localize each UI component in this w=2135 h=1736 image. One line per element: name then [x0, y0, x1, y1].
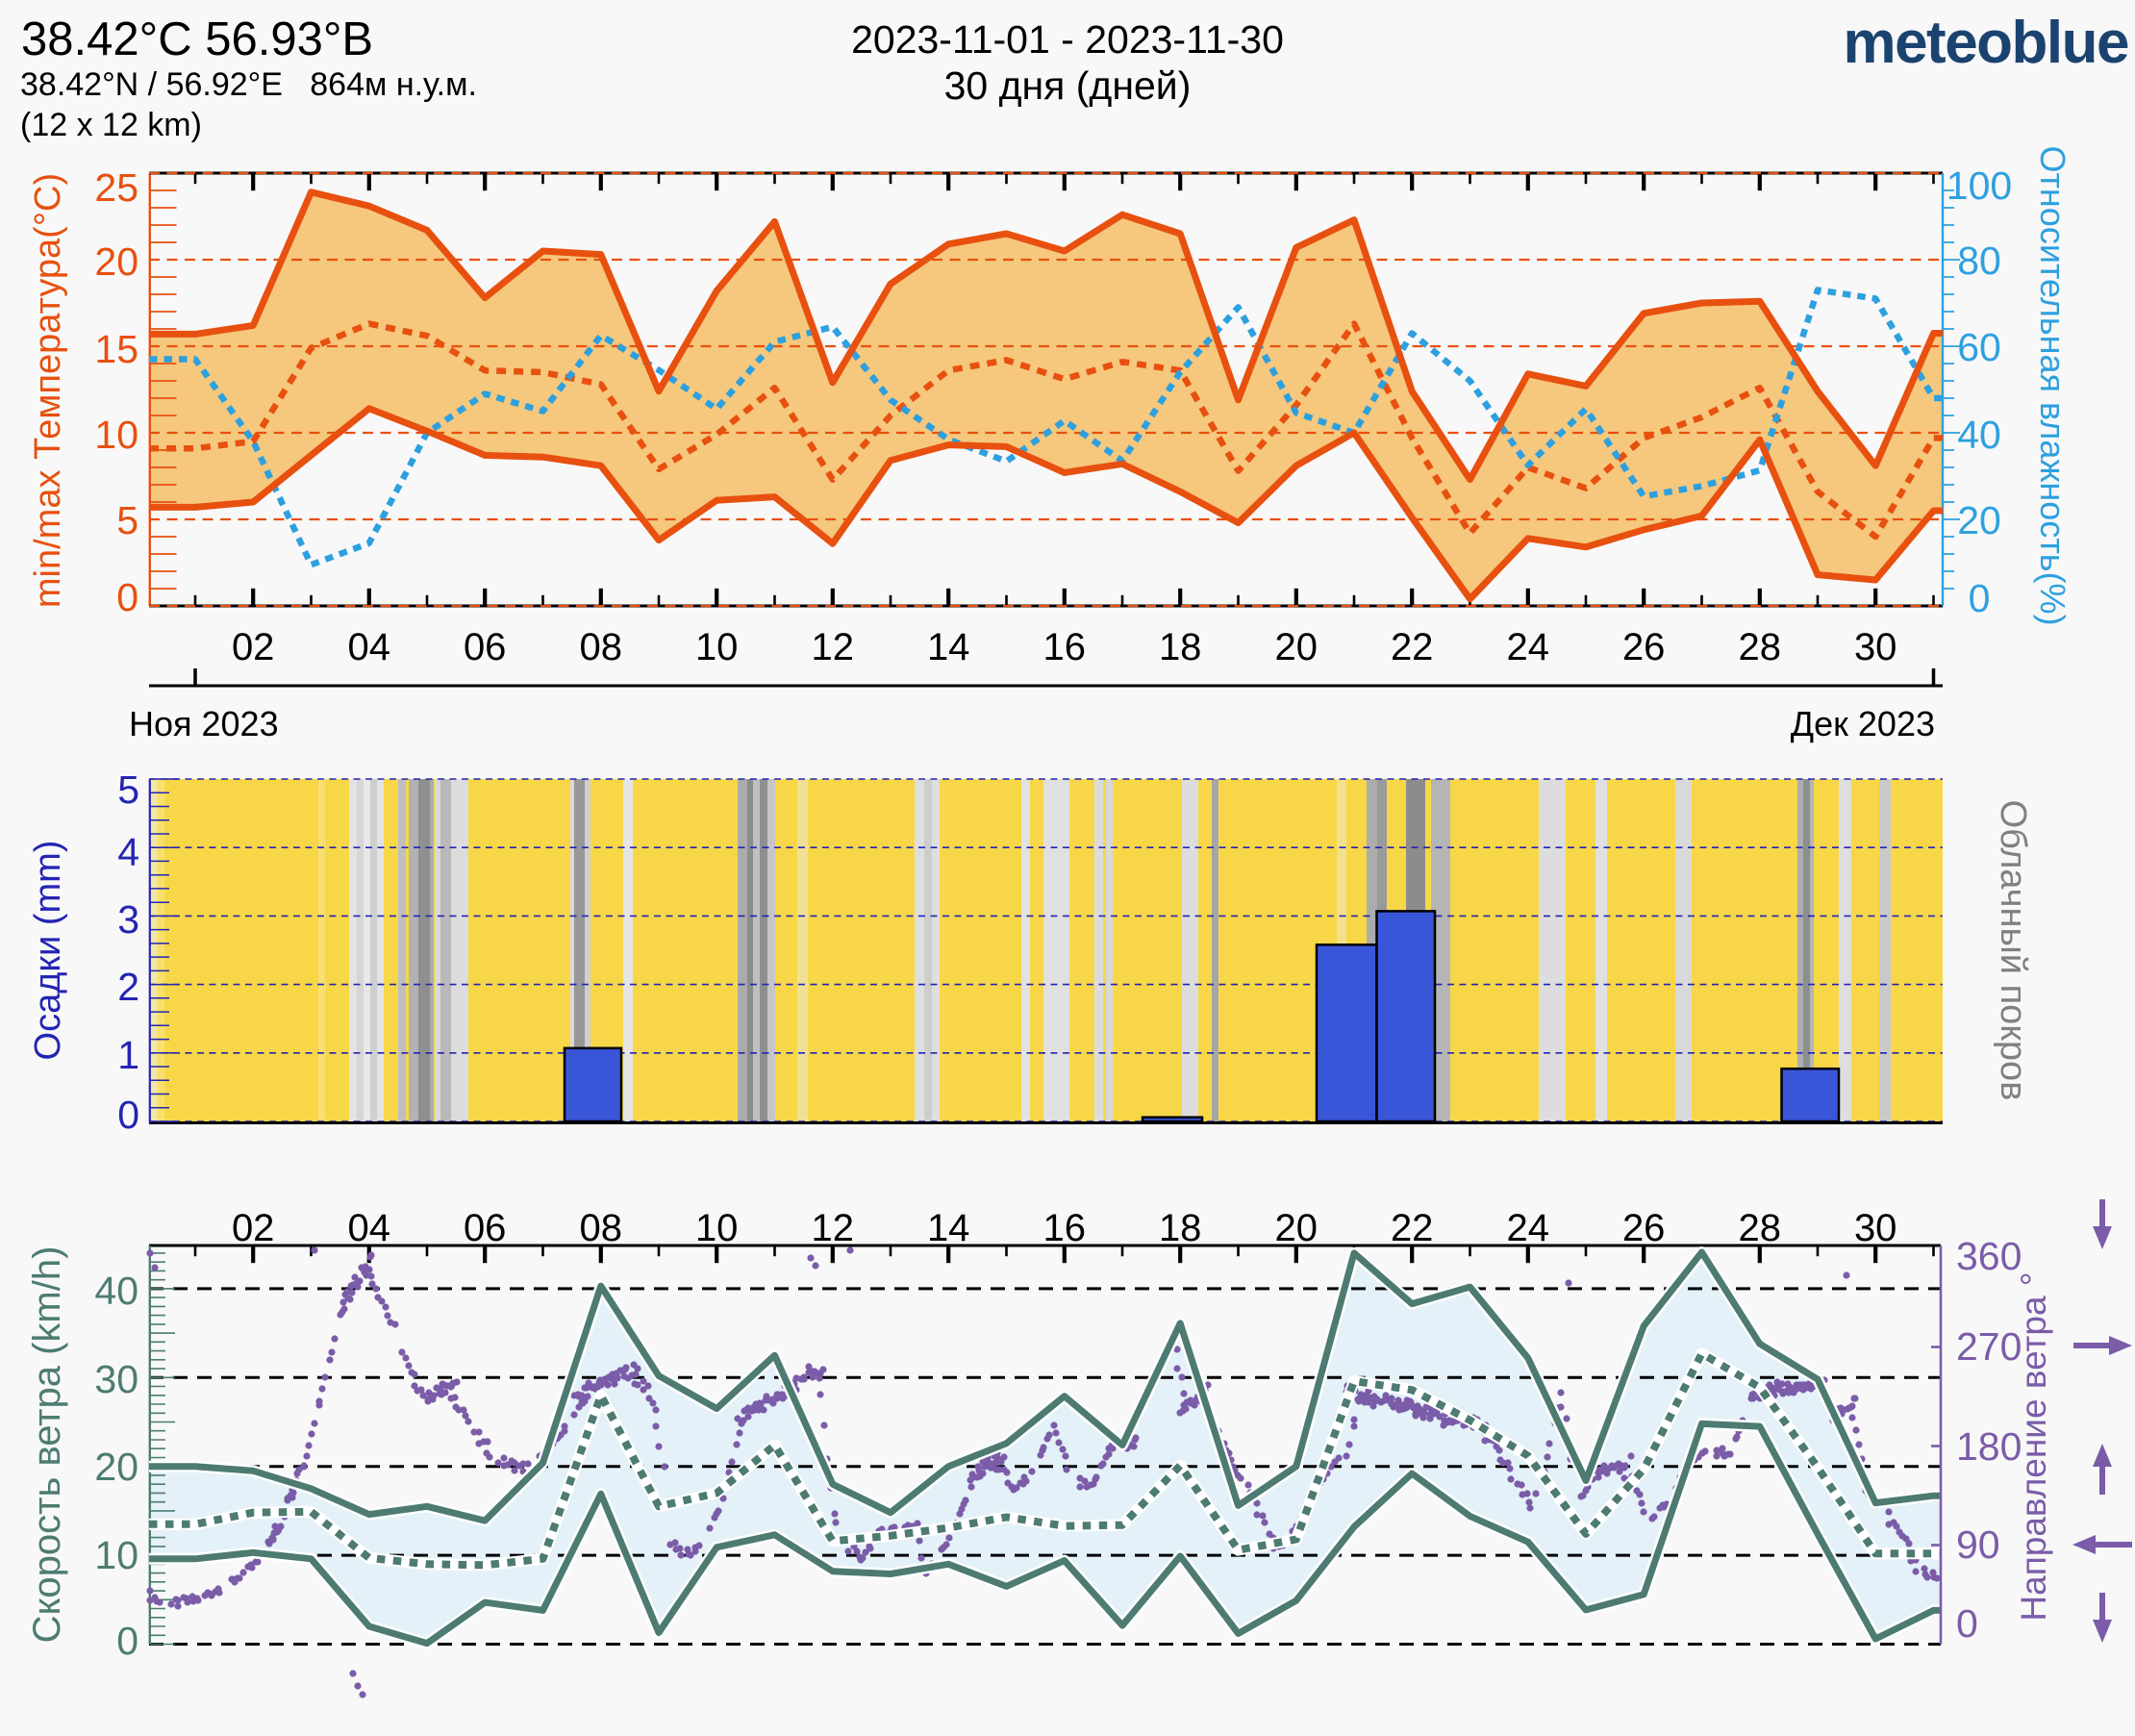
svg-text:04: 04 [348, 1207, 391, 1249]
svg-text:Скорость ветра (km/h): Скорость ветра (km/h) [26, 1246, 68, 1644]
svg-text:10: 10 [94, 413, 138, 457]
svg-text:26: 26 [1622, 626, 1666, 668]
svg-text:2: 2 [117, 965, 139, 1009]
svg-text:0: 0 [117, 1093, 139, 1137]
svg-text:14: 14 [927, 1207, 970, 1249]
svg-text:06: 06 [464, 1207, 507, 1249]
svg-text:0: 0 [1969, 576, 1991, 620]
svg-text:10: 10 [94, 1533, 138, 1577]
svg-text:30 дня (дней): 30 дня (дней) [944, 63, 1192, 108]
svg-text:38.42°C 56.93°В: 38.42°C 56.93°В [21, 13, 373, 65]
svg-text:30: 30 [94, 1357, 138, 1401]
svg-text:08: 08 [580, 626, 623, 668]
svg-text:10: 10 [695, 1207, 739, 1249]
svg-text:5: 5 [116, 498, 138, 542]
svg-text:0: 0 [116, 1619, 138, 1663]
svg-text:180: 180 [1956, 1424, 2022, 1469]
svg-text:12: 12 [812, 1207, 855, 1249]
svg-text:meteoblue: meteoblue [1843, 10, 2128, 76]
svg-text:10: 10 [695, 626, 739, 668]
svg-text:20: 20 [94, 1445, 138, 1489]
svg-text:14: 14 [927, 626, 970, 668]
svg-text:2023-11-01 - 2023-11-30: 2023-11-01 - 2023-11-30 [851, 17, 1284, 62]
svg-text:90: 90 [1956, 1522, 2000, 1567]
svg-text:22: 22 [1391, 1207, 1434, 1249]
svg-text:30: 30 [1854, 1207, 1897, 1249]
svg-text:02: 02 [232, 1207, 275, 1249]
svg-text:360: 360 [1956, 1234, 2022, 1278]
svg-text:Направление ветра °: Направление ветра ° [2014, 1271, 2053, 1621]
svg-text:20: 20 [1275, 626, 1319, 668]
svg-text:40: 40 [94, 1269, 138, 1313]
svg-text:3: 3 [117, 897, 139, 942]
svg-text:28: 28 [1739, 626, 1782, 668]
svg-text:25: 25 [94, 165, 138, 210]
svg-text:15: 15 [94, 327, 138, 371]
svg-text:Облачный покров: Облачный покров [1993, 800, 2033, 1101]
svg-text:Относительная влажность(%): Относительная влажность(%) [2033, 145, 2072, 625]
svg-text:100: 100 [1947, 164, 2012, 208]
svg-text:12: 12 [812, 626, 855, 668]
svg-text:60: 60 [1957, 325, 2001, 369]
svg-text:16: 16 [1043, 626, 1087, 668]
svg-text:02: 02 [232, 626, 275, 668]
svg-text:0: 0 [1956, 1601, 1978, 1646]
svg-text:30: 30 [1854, 626, 1897, 668]
svg-text:18: 18 [1159, 626, 1202, 668]
svg-text:0: 0 [116, 575, 138, 619]
svg-text:16: 16 [1043, 1207, 1087, 1249]
svg-text:Ноя 2023: Ноя 2023 [129, 704, 279, 743]
svg-text:04: 04 [348, 626, 391, 668]
svg-text:24: 24 [1507, 1207, 1550, 1249]
svg-text:20: 20 [1957, 498, 2001, 542]
svg-text:08: 08 [580, 1207, 623, 1249]
svg-text:4: 4 [117, 830, 139, 874]
svg-text:20: 20 [1275, 1207, 1319, 1249]
svg-text:26: 26 [1622, 1207, 1666, 1249]
svg-text:40: 40 [1957, 413, 2001, 457]
svg-text:min/max Температура(°C): min/max Температура(°C) [28, 173, 68, 608]
svg-text:Осадки (mm): Осадки (mm) [28, 841, 68, 1061]
svg-text:270: 270 [1956, 1324, 2022, 1369]
svg-text:5: 5 [117, 767, 139, 812]
svg-text:1: 1 [117, 1033, 139, 1077]
svg-text:38.42°N / 56.92°E 864м н.у.м: 38.42°N / 56.92°E 864м н.у.м. [20, 66, 477, 103]
svg-text:18: 18 [1159, 1207, 1202, 1249]
svg-text:22: 22 [1391, 626, 1434, 668]
svg-text:80: 80 [1957, 239, 2001, 283]
svg-text:(12 x 12 km): (12 x 12 km) [20, 107, 202, 143]
svg-text:20: 20 [94, 239, 138, 284]
svg-text:Дек 2023: Дек 2023 [1791, 704, 1935, 743]
svg-text:06: 06 [464, 626, 507, 668]
svg-text:24: 24 [1507, 626, 1550, 668]
svg-text:28: 28 [1739, 1207, 1782, 1249]
